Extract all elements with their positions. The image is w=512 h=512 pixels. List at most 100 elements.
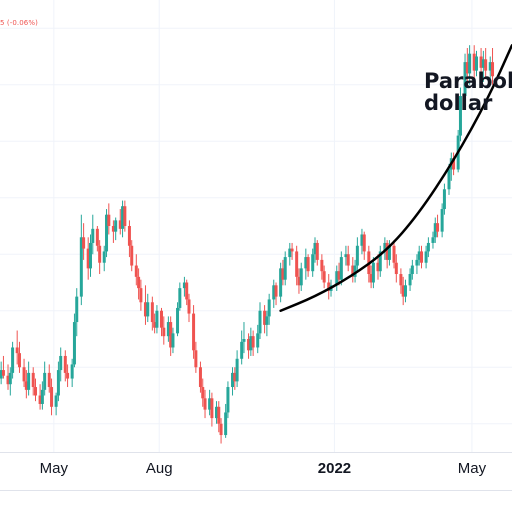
candle-body [408, 274, 412, 286]
candle-body [24, 381, 28, 390]
candle-body [263, 310, 267, 325]
candle-body [111, 226, 115, 232]
candle-body [1, 370, 5, 376]
x-tick-label: May [457, 460, 487, 477]
candle-body [34, 387, 38, 396]
candle-body [484, 59, 488, 71]
candle-body [88, 242, 92, 269]
candle-body [272, 285, 276, 300]
candle-body [31, 372, 35, 388]
candle-body [139, 288, 143, 303]
candle-body [150, 302, 154, 323]
candle-body [491, 62, 495, 77]
candle-body [426, 242, 430, 252]
x-tick-label: May [39, 460, 68, 477]
chart-annotation: Paraboli dollar [424, 69, 512, 115]
candle-body [283, 257, 287, 280]
candle-body [192, 313, 196, 351]
candle-body [66, 372, 70, 379]
candle-body [249, 336, 253, 351]
candle-body [208, 398, 212, 410]
candle-body [40, 389, 44, 404]
x-tick-label: Aug [145, 460, 173, 477]
candle-body [56, 370, 60, 396]
candle-body [242, 339, 246, 342]
candle-body [251, 336, 255, 348]
candle-body [306, 257, 310, 272]
candle-body [134, 265, 138, 277]
candle-body [281, 268, 285, 280]
candle-body [187, 299, 191, 314]
candle-body [43, 372, 47, 390]
candle-body [47, 372, 51, 388]
candle-body [313, 242, 317, 255]
candle-body [226, 387, 230, 413]
candle-body [442, 189, 446, 210]
candle-body [376, 262, 380, 272]
candle-body [176, 307, 180, 334]
candle-body [15, 347, 19, 354]
candle-body [38, 395, 42, 404]
candle-body [274, 285, 278, 297]
candle-body [320, 259, 324, 272]
candle-body [155, 310, 159, 328]
candle-body [322, 271, 326, 283]
x-tick-label: 2022 [317, 460, 352, 477]
candle-body [335, 271, 339, 286]
candle-body [54, 395, 58, 407]
candle-body [417, 251, 421, 260]
candle-body [194, 350, 198, 368]
candle-body [383, 242, 387, 252]
candle-body [146, 302, 150, 317]
candle-body [299, 268, 303, 286]
candle-body [267, 299, 271, 317]
candle-body [198, 367, 202, 388]
candle-body [420, 251, 424, 263]
candle-body [11, 347, 15, 373]
candle-body [247, 339, 251, 351]
candle-body [75, 296, 79, 323]
candle-body [17, 353, 21, 368]
candle-body [86, 248, 90, 269]
candle-body [447, 169, 451, 190]
candle-body [385, 242, 389, 260]
candle-body [436, 223, 440, 232]
candle-body [392, 245, 396, 263]
candle-body [201, 387, 205, 399]
candle-body [107, 214, 111, 226]
candle-body [214, 406, 218, 419]
candle-body [387, 245, 391, 260]
candle-body [160, 310, 164, 328]
candle-body [297, 276, 301, 286]
candle-body [169, 322, 173, 348]
candle-body [399, 274, 403, 286]
price-change-readout: 5 (-0.06%) [0, 19, 38, 27]
candle-body [22, 367, 26, 382]
candle-body [105, 214, 109, 252]
candle-body [143, 302, 147, 317]
candle-body [378, 251, 382, 272]
candle-body [360, 234, 364, 246]
candle-body [235, 358, 239, 382]
candle-body [210, 398, 214, 419]
candle-body [463, 62, 467, 97]
candle-body [474, 56, 478, 71]
candle-body [233, 372, 237, 382]
candle-body [472, 53, 476, 71]
candle-body [217, 406, 221, 424]
candle-body [355, 245, 359, 266]
candle-body [327, 282, 331, 291]
candle-body [401, 285, 405, 297]
candle-body [219, 423, 223, 436]
candle-body [70, 364, 74, 379]
candle-body [337, 271, 341, 280]
candle-body [72, 322, 76, 365]
candle-body [162, 327, 166, 337]
candle-body [127, 226, 131, 246]
candle-body [8, 372, 12, 385]
candle-body [123, 206, 127, 226]
candle-body [394, 262, 398, 275]
candle-body [203, 398, 207, 410]
